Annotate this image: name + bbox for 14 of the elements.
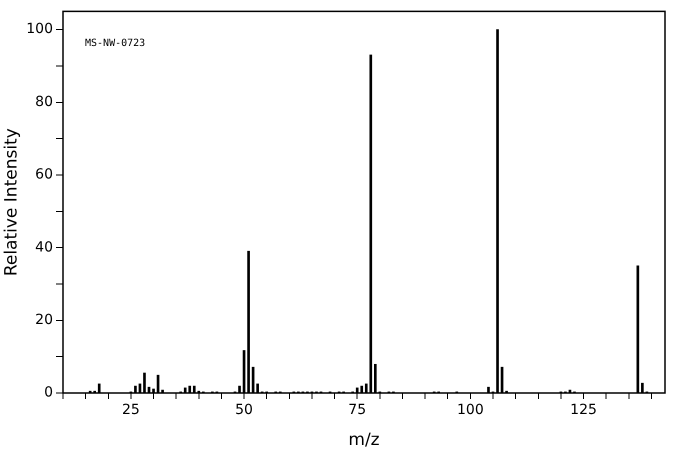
x-tick-label: 100 bbox=[457, 402, 484, 418]
y-tick-label: 0 bbox=[44, 384, 53, 401]
annotation: MS-NW-0723 bbox=[85, 38, 146, 49]
y-tick-label: 100 bbox=[26, 21, 53, 38]
y-tick-label: 20 bbox=[35, 312, 53, 328]
y-tick-label: 60 bbox=[35, 166, 53, 183]
y-tick-label: 40 bbox=[35, 239, 53, 256]
y-tick-label: 80 bbox=[35, 94, 53, 110]
x-tick-label: 25 bbox=[122, 402, 140, 418]
x-tick-label: 125 bbox=[570, 402, 597, 418]
x-tick-label: 50 bbox=[235, 402, 253, 418]
x-tick-label: 75 bbox=[348, 402, 366, 418]
x-axis-title: m/z bbox=[348, 430, 380, 450]
y-axis-title: Relative Intensity bbox=[2, 128, 22, 276]
